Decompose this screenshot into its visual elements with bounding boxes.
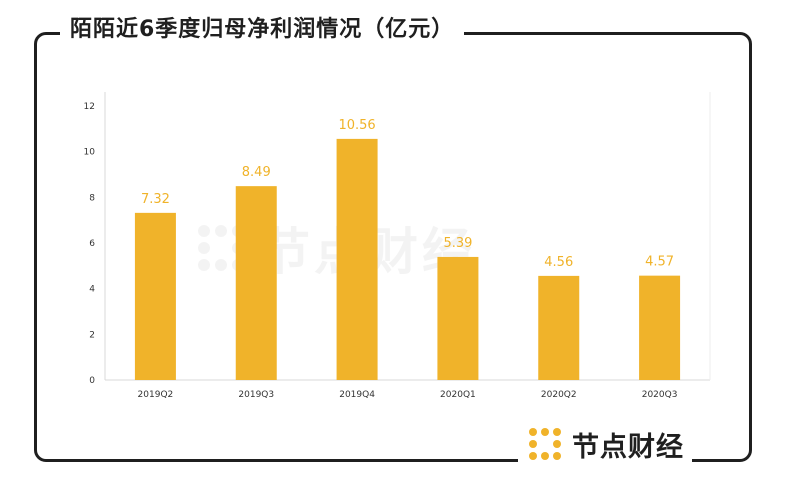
data-label: 7.32 [141, 192, 170, 207]
y-tick-label: 6 [89, 239, 95, 249]
footer-brand: 节点财经 [518, 424, 692, 464]
x-tick-label: 2020Q2 [541, 390, 577, 400]
y-tick-label: 0 [89, 376, 95, 386]
x-tick-label: 2020Q1 [440, 390, 476, 400]
y-tick-label: 10 [84, 148, 96, 158]
bar [639, 275, 681, 380]
bar [235, 186, 277, 380]
y-tick-label: 4 [89, 285, 95, 295]
node-logo-icon [529, 428, 561, 460]
y-tick-label: 12 [84, 102, 95, 112]
data-label: 4.57 [645, 255, 674, 270]
x-tick-label: 2019Q4 [339, 390, 375, 400]
bar [336, 138, 378, 380]
chart-title: 陌陌近6季度归母净利润情况（亿元） [60, 15, 465, 45]
bar [538, 275, 580, 380]
x-tick-label: 2019Q2 [138, 390, 174, 400]
data-label: 4.56 [544, 255, 573, 270]
data-label: 8.49 [242, 165, 271, 180]
bar [134, 212, 176, 380]
x-tick-label: 2020Q3 [642, 390, 678, 400]
x-tick-label: 2019Q3 [238, 390, 274, 400]
data-label: 10.56 [338, 118, 375, 133]
y-tick-label: 8 [89, 193, 95, 203]
data-label: 5.39 [443, 236, 472, 251]
brand-name: 节点财经 [572, 431, 684, 463]
y-tick-label: 2 [89, 330, 95, 340]
bar [437, 256, 479, 380]
